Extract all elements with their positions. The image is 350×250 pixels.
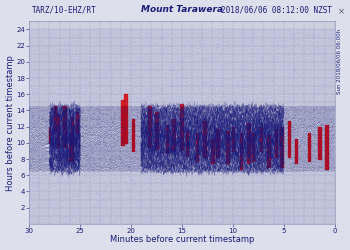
Bar <box>295 139 297 163</box>
Bar <box>280 127 283 167</box>
Bar <box>71 116 73 161</box>
Text: 2018/06/06 08:12:00 NZST: 2018/06/06 08:12:00 NZST <box>221 5 332 14</box>
Bar <box>288 120 290 157</box>
Bar <box>63 106 66 147</box>
Bar <box>318 127 321 159</box>
Text: Mount Tarawera: Mount Tarawera <box>141 5 223 14</box>
Bar <box>132 118 134 151</box>
Bar <box>226 131 229 163</box>
Bar <box>252 133 254 161</box>
Bar <box>240 133 242 169</box>
Bar <box>76 112 78 133</box>
Bar <box>186 131 188 155</box>
Bar <box>148 106 151 147</box>
Bar <box>232 127 234 151</box>
Bar <box>180 104 183 149</box>
Bar <box>203 120 206 157</box>
Bar <box>196 133 198 161</box>
Bar <box>267 135 270 167</box>
Bar <box>216 129 219 157</box>
X-axis label: Minutes before current timestamp: Minutes before current timestamp <box>110 236 254 244</box>
Bar <box>54 106 56 131</box>
Bar <box>308 133 310 161</box>
Text: ×: × <box>338 7 345 16</box>
Bar <box>274 129 277 157</box>
Y-axis label: Hours before current timestamp: Hours before current timestamp <box>6 55 15 190</box>
Bar <box>247 122 250 163</box>
Bar <box>56 114 59 147</box>
Text: Sun 2018/06/06 06:00h: Sun 2018/06/06 06:00h <box>336 29 341 94</box>
Bar <box>69 133 71 161</box>
Bar <box>211 139 214 163</box>
Bar <box>325 124 328 169</box>
Bar <box>173 118 175 151</box>
Bar <box>155 112 158 149</box>
Text: TARZ/10-EHZ/RT: TARZ/10-EHZ/RT <box>32 5 97 14</box>
Bar <box>124 94 127 143</box>
Bar <box>121 100 124 145</box>
Bar <box>260 127 262 151</box>
Bar <box>166 124 168 153</box>
Bar <box>49 127 50 143</box>
